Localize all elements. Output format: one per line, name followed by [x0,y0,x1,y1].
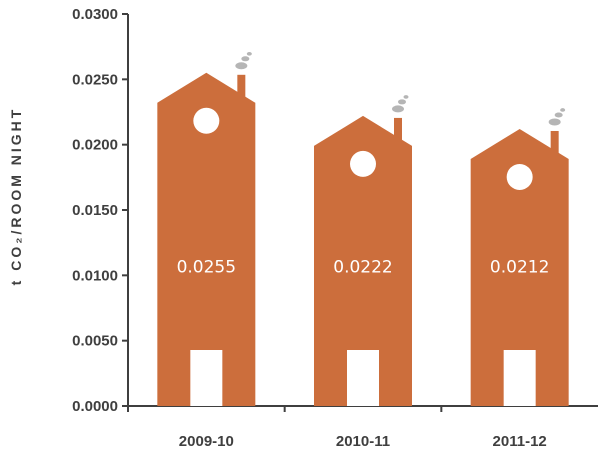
bar-house: 0.0212 [470,108,569,406]
y-axis-label: t CO₂/ROOM NIGHT [8,107,24,286]
bar-house: 0.0222 [314,95,412,407]
y-tick-label: 0.0250 [72,71,118,88]
y-axis-ticks: 0.0000 0.0050 0.0100 0.0150 0.0200 0.0250 0.03… [72,6,128,415]
window-icon [506,163,533,190]
door-icon [190,350,223,406]
chimney [237,74,246,111]
bars: 0.0255 0.0222 0.0212 [157,52,569,407]
y-tick-label: 0.0100 [72,267,118,284]
x-axis-ticks: 2009-10 2010-11 2011-12 [179,406,547,450]
smoke-icon [548,108,566,126]
y-tick-label: 0.0200 [72,137,118,154]
door-icon [503,350,536,406]
y-axis-title: t CO₂/ROOM NIGHT [8,107,24,286]
y-tick-label: 0.0050 [72,333,118,350]
x-tick-label: 2009-10 [179,433,234,450]
smoke-icon [392,95,409,113]
y-tick-label: 0.0000 [72,398,118,415]
bar [470,128,569,406]
window-icon [350,150,376,177]
bar-value-label: 0.0255 [177,258,236,278]
y-tick-label: 0.0300 [72,6,118,23]
bar-value-label: 0.0222 [333,258,392,278]
door-icon [347,350,379,406]
x-tick-label: 2011-12 [493,433,547,450]
window-icon [193,107,220,134]
x-tick-label: 2010-11 [336,433,390,450]
chimney [550,130,559,167]
bar-house: 0.0255 [157,52,256,407]
bar [314,115,412,407]
chimney [394,117,402,154]
bar-value-label: 0.0212 [490,258,549,278]
y-tick-label: 0.0150 [72,202,118,219]
smoke-icon [235,52,252,70]
bar [157,72,256,407]
